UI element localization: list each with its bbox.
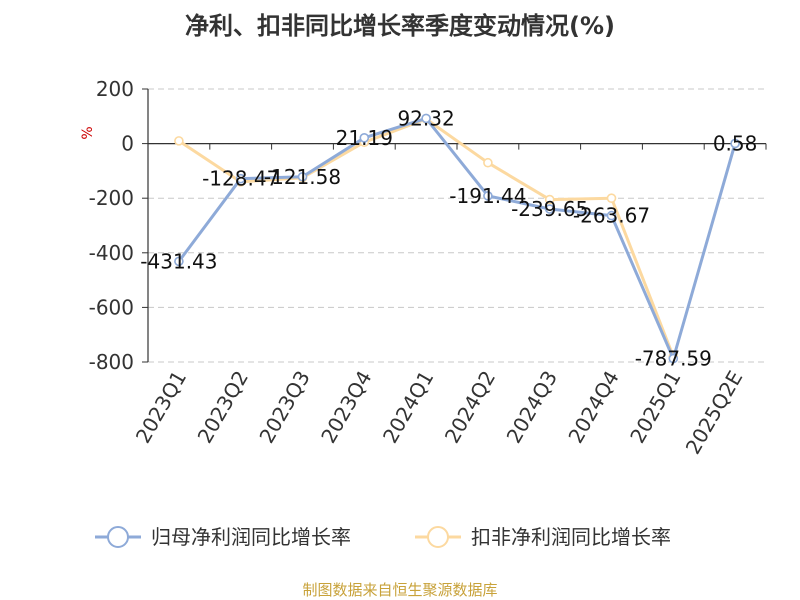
y-tick-label: -400 [89, 241, 134, 265]
y-axis-unit: % [80, 126, 96, 139]
data-label: 21.19 [336, 126, 393, 150]
y-tick-label: -600 [89, 295, 134, 319]
data-point [730, 138, 740, 149]
data-labels: -431.43-128.47-121.5821.1992.32-191.44-2… [140, 106, 757, 370]
data-point [483, 157, 493, 168]
series-line [178, 117, 675, 358]
data-point [544, 194, 555, 205]
data-label: -128.47 [202, 167, 279, 191]
data-point [359, 133, 370, 143]
data-point [606, 193, 617, 203]
x-tick-label: 2023Q3 [254, 367, 314, 448]
data-label: -239.65 [511, 197, 588, 221]
data-point [174, 136, 184, 146]
x-tick-label: 2025Q1 [625, 367, 685, 448]
data-point [297, 171, 308, 182]
legend-label: 归母净利润同比增长率 [151, 525, 351, 549]
data-point [668, 353, 679, 364]
y-tick-label: 200 [96, 77, 134, 101]
data-point [421, 113, 431, 124]
y-tick-label: 0 [121, 132, 134, 156]
y-tick-label: -200 [89, 186, 134, 210]
legend-swatch-marker [107, 526, 129, 548]
series-layer [174, 113, 740, 364]
data-label: -431.43 [140, 249, 217, 273]
data-label: -263.67 [573, 204, 650, 228]
grid-lines [148, 88, 766, 363]
legend-label: 扣非净利润同比增长率 [471, 525, 671, 549]
data-point [235, 173, 246, 184]
x-tick-label: 2024Q4 [563, 367, 623, 448]
data-label: 92.32 [397, 106, 454, 130]
data-label: -191.44 [449, 184, 526, 208]
data-point [544, 204, 555, 214]
x-tick-label: 2023Q1 [131, 367, 191, 448]
chart-title: 净利、扣非同比增长率季度变动情况(%) [185, 12, 615, 40]
x-tick-label: 2024Q3 [502, 367, 562, 448]
x-tick-label: 2024Q1 [378, 366, 438, 447]
data-label: -787.59 [635, 347, 712, 371]
y-tick-label: -800 [89, 350, 134, 374]
legend: 归母净利润同比增长率 扣非净利润同比增长率 [95, 525, 671, 549]
data-label: -121.58 [264, 165, 341, 189]
source-note: 制图数据来自恒生聚源数据库 [302, 581, 497, 599]
series-line [177, 116, 737, 361]
data-point [483, 191, 493, 201]
data-label: 0.58 [713, 131, 758, 155]
data-point [606, 210, 617, 221]
legend-swatch-marker [427, 526, 449, 548]
x-tick-label: 2025Q2E [681, 367, 748, 459]
data-point [174, 256, 184, 267]
y-axis-ticks: 200 0 -200 -400 -600 -800 [89, 77, 148, 374]
x-tick-label: 2024Q2 [440, 367, 500, 448]
x-tick-label: 2023Q2 [193, 367, 253, 448]
x-tick-label: 2023Q4 [316, 367, 376, 448]
